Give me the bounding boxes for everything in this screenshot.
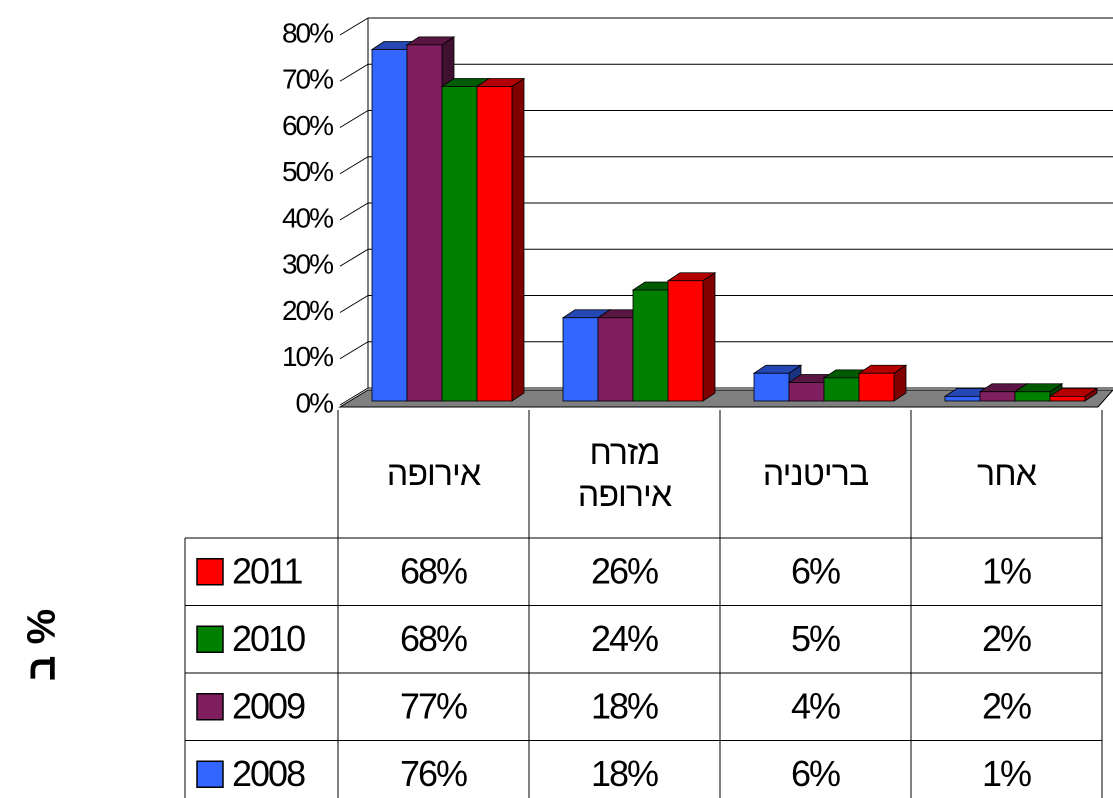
bar-side [511,77,525,402]
side-grid-line [339,17,369,36]
bar [371,49,408,402]
side-grid-line [339,110,369,128]
data-label: 68% [400,550,467,591]
data-label: 18% [591,753,658,794]
legend-swatch [196,693,224,721]
y-tick-label: 0% [296,387,334,418]
legend-swatch [196,760,224,788]
bar [632,289,669,402]
y-tick-label: 10% [282,341,333,372]
bar [1014,391,1051,402]
bar [753,372,790,402]
x-tick-label: מזרח אירופה [577,434,672,514]
x-tick-label: אחר [977,455,1037,493]
floor [338,389,1113,408]
data-label: 2% [982,685,1031,726]
legend-label: 2010 [232,618,305,659]
x-tick-label: בריטניה [762,455,869,493]
y-tick-label: 50% [282,156,333,187]
y-tick-label: 40% [282,202,333,233]
side-grid-line [339,341,369,360]
y-tick-label: 80% [282,17,333,48]
bar [476,86,513,402]
bar [667,280,704,402]
data-label: 77% [400,685,467,726]
data-label: 76% [400,753,467,794]
side-grid-line [339,295,369,313]
side-grid-line [339,156,369,175]
data-label: 5% [791,618,840,659]
y-tick-label: 20% [282,295,333,326]
bar [1049,395,1086,402]
bar [858,372,895,402]
x-tick-label: אירופה [386,455,481,493]
bar [406,44,443,402]
y-tick-label: 70% [282,64,333,95]
bar [788,382,825,402]
bar [944,395,981,402]
data-label: 2% [982,618,1031,659]
bar [979,391,1016,402]
side-grid-line [339,248,369,267]
data-label: 1% [982,753,1031,794]
bar [562,317,599,402]
bar [823,377,860,402]
side-grid-line [339,63,369,82]
y-tick-label: 60% [282,110,333,141]
legend-swatch [196,558,224,586]
y-axis-label: ב % [20,609,64,681]
legend-label: 2011 [232,550,302,591]
legend-label: 2009 [232,685,305,726]
legend-swatch [196,625,224,653]
data-label: 1% [982,550,1031,591]
legend-label: 2008 [232,753,305,794]
side-grid-line [339,202,369,221]
data-label: 68% [400,618,467,659]
bar-side [702,272,716,402]
data-label: 6% [791,753,840,794]
data-label: 4% [791,685,840,726]
bar [441,86,478,402]
data-label: 24% [591,618,658,659]
side-grid-line [339,387,369,406]
data-label: 18% [591,685,658,726]
data-label: 6% [791,550,840,591]
y-tick-label: 30% [282,249,333,280]
bar [597,317,634,402]
data-label: 26% [591,550,658,591]
